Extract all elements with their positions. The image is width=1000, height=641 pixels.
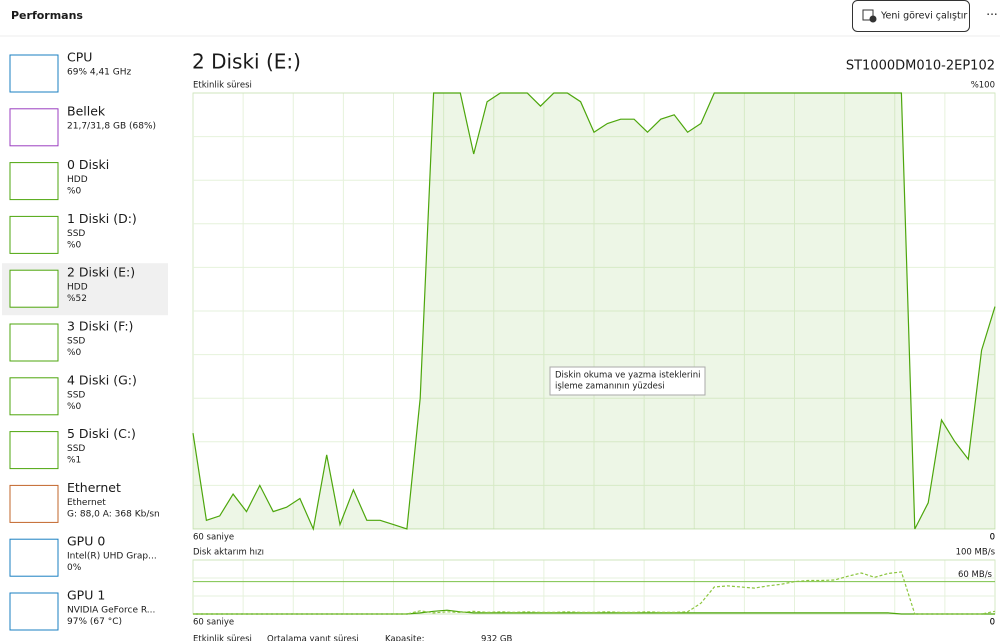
item-name: GPU 1 [67, 588, 105, 603]
chart-title: Etkinlik süresi [193, 81, 252, 91]
footer-label: Kapasite: [385, 635, 424, 641]
chart-title: Disk aktarım hızı [193, 548, 264, 558]
thumbnail [9, 592, 59, 631]
item-detail: SSD [67, 229, 85, 239]
item-detail: 69% 4,41 GHz [67, 68, 132, 78]
item-name: CPU [67, 50, 92, 65]
item-name: GPU 0 [67, 534, 105, 549]
item-name: 5 Diski (C:) [67, 426, 136, 441]
item-detail: SSD [67, 337, 85, 347]
thumbnail [9, 484, 59, 523]
item-name: Ethernet [67, 480, 121, 495]
item-detail: HDD [67, 175, 88, 185]
run-task-label[interactable]: Yeni görevi çalıştır [880, 11, 967, 22]
thumbnail [9, 431, 59, 470]
x-tick-label: 60 saniye [193, 533, 234, 543]
y-tick-label: %100 [971, 81, 995, 91]
disk-model: ST1000DM010-2EP102 [846, 59, 995, 74]
tooltip-text: işleme zamanının yüzdesi [555, 382, 665, 392]
thumbnail [9, 162, 59, 201]
item-detail: %1 [67, 456, 81, 466]
run-task-button[interactable] [852, 0, 970, 32]
x-tick-label: 0 [990, 618, 995, 628]
disk-title: 2 Diski (E:) [192, 50, 301, 74]
page-title: Performans [11, 9, 83, 22]
area-fill [193, 93, 995, 529]
icon-frame [862, 9, 874, 21]
tooltip-text: Diskin okuma ve yazma isteklerini [555, 371, 700, 381]
chart [192, 92, 996, 532]
item-detail: G: 88,0 A: 368 Kb/sn [67, 509, 160, 519]
series-line [192, 92, 996, 532]
icon-plus [869, 15, 877, 23]
y-tick-label: 60 MB/s [958, 570, 993, 580]
footer-label: 932 GB [481, 635, 513, 641]
thumbnail [9, 215, 59, 254]
item-name: 0 Diski [67, 157, 109, 172]
item-name: 3 Diski (F:) [67, 319, 133, 334]
thumbnail [9, 54, 59, 93]
item-name: 2 Diski (E:) [67, 265, 135, 280]
item-detail: 21,7/31,8 GB (68%) [67, 121, 156, 131]
item-detail: 0% [67, 563, 82, 573]
item-detail: SSD [67, 444, 85, 454]
item-detail: %0 [67, 348, 82, 358]
y-tick-label: 0 [990, 618, 995, 628]
y-tick-label: 0 [990, 533, 995, 543]
thumbnail [9, 377, 59, 416]
thumbnail [9, 538, 59, 577]
item-detail: SSD [67, 390, 85, 400]
tooltip [549, 366, 706, 396]
item-detail: HDD [67, 283, 88, 293]
item-name: Bellek [67, 103, 106, 118]
item-detail: %52 [67, 294, 87, 304]
more-button[interactable]: ··· [986, 8, 997, 22]
chart [192, 559, 996, 615]
thumbnail [9, 108, 59, 147]
x-tick-label: 0 [990, 533, 995, 543]
item-name: 4 Diski (G:) [67, 372, 137, 387]
item-detail: %0 [67, 402, 82, 412]
thumbnail [9, 269, 59, 308]
item-detail: 97% (67 °C) [67, 617, 122, 627]
thumbnail [9, 323, 59, 362]
item-detail: Ethernet [67, 498, 106, 508]
item-name: 1 Diski (D:) [67, 211, 137, 226]
item-detail: NVIDIA GeForce R... [67, 606, 155, 616]
x-tick-label: 60 saniye [193, 618, 234, 628]
item-detail: %0 [67, 187, 82, 197]
y-tick-label: 100 MB/s [956, 548, 996, 558]
item-detail: %0 [67, 240, 82, 250]
footer-label: Ortalama yanıt süresi [267, 635, 359, 641]
run-task-icon [862, 9, 877, 23]
footer-label: Etkinlik süresi [193, 635, 252, 641]
series-line [193, 571, 996, 615]
item-detail: Intel(R) UHD Grap... [67, 552, 157, 562]
